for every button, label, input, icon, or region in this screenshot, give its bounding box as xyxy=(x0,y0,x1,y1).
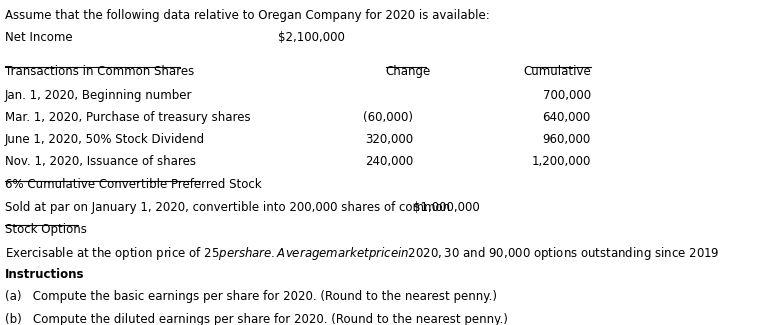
Text: Nov. 1, 2020, Issuance of shares: Nov. 1, 2020, Issuance of shares xyxy=(5,155,196,168)
Text: 6% Cumulative Convertible Preferred Stock: 6% Cumulative Convertible Preferred Stoc… xyxy=(5,178,262,191)
Text: Cumulative: Cumulative xyxy=(523,65,591,78)
Text: Mar. 1, 2020, Purchase of treasury shares: Mar. 1, 2020, Purchase of treasury share… xyxy=(5,111,251,124)
Text: (b)   Compute the diluted earnings per share for 2020. (Round to the nearest pen: (b) Compute the diluted earnings per sha… xyxy=(5,313,508,325)
Text: 700,000: 700,000 xyxy=(543,89,590,102)
Text: (a)   Compute the basic earnings per share for 2020. (Round to the nearest penny: (a) Compute the basic earnings per share… xyxy=(5,291,497,304)
Text: Net Income: Net Income xyxy=(5,31,73,44)
Text: Exercisable at the option price of $25 per share. Average market price in 2020, : Exercisable at the option price of $25 p… xyxy=(5,245,719,262)
Text: 320,000: 320,000 xyxy=(365,133,413,146)
Text: 640,000: 640,000 xyxy=(543,111,590,124)
Text: 240,000: 240,000 xyxy=(365,155,413,168)
Text: $2,100,000: $2,100,000 xyxy=(278,31,344,44)
Text: Sold at par on January 1, 2020, convertible into 200,000 shares of common: Sold at par on January 1, 2020, converti… xyxy=(5,201,450,214)
Text: Transactions in Common Shares: Transactions in Common Shares xyxy=(5,65,194,78)
Text: 1,200,000: 1,200,000 xyxy=(531,155,590,168)
Text: Jan. 1, 2020, Beginning number: Jan. 1, 2020, Beginning number xyxy=(5,89,192,102)
Text: June 1, 2020, 50% Stock Dividend: June 1, 2020, 50% Stock Dividend xyxy=(5,133,205,146)
Text: Change: Change xyxy=(385,65,430,78)
Text: $1,000,000: $1,000,000 xyxy=(413,201,480,214)
Text: Instructions: Instructions xyxy=(5,268,84,281)
Text: 960,000: 960,000 xyxy=(543,133,590,146)
Text: Stock Options: Stock Options xyxy=(5,223,87,236)
Text: (60,000): (60,000) xyxy=(363,111,413,124)
Text: Assume that the following data relative to Oregan Company for 2020 is available:: Assume that the following data relative … xyxy=(5,9,490,22)
